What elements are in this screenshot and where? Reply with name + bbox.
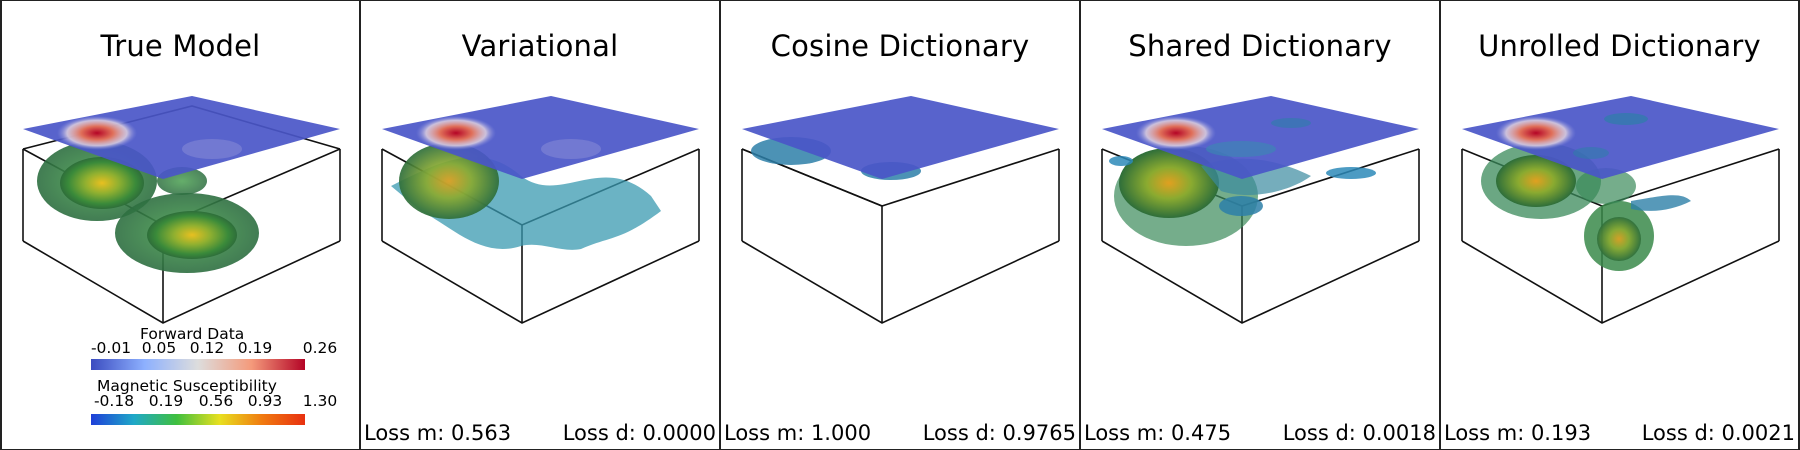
forward-colorbar [91,359,305,370]
loss-m-label: Loss m: 1.000 [724,421,872,445]
variational-3d-view [381,96,700,324]
loss-d-label: Loss d: 0.0000 [562,421,716,445]
panel-true-model: True Model Forward Data -0.01 0.05 0.12 … [0,0,360,450]
forward-colorbar-tick: 0.26 [302,339,338,357]
forward-colorbar-tick: 0.12 [189,339,225,357]
susceptibility-colorbar-label: Magnetic Susceptibility [97,377,277,395]
loss-d-label: Loss d: 0.0018 [1282,421,1436,445]
forward-colorbar-tick: -0.01 [90,339,132,357]
cosine-dictionary-3d-view [741,96,1060,324]
loss-m-label: Loss m: 0.475 [1084,421,1232,445]
true-model-3d-view [22,96,341,324]
susceptibility-colorbar-tick: 1.30 [302,392,338,410]
shared-dictionary-3d-view [1101,96,1420,324]
panel-title: Variational [461,29,619,63]
forward-colorbar-label: Forward Data [140,325,245,343]
susceptibility-colorbar-tick: 0.56 [198,392,234,410]
panel-title: Unrolled Dictionary [1478,29,1761,63]
panel-shared-dictionary: Shared Dictionary Loss m: 0.475 Loss d: … [1080,0,1440,450]
loss-m-label: Loss m: 0.563 [364,421,512,445]
panel-title: Cosine Dictionary [770,29,1030,63]
forward-colorbar-tick: 0.05 [141,339,177,357]
loss-d-label: Loss d: 0.9765 [922,421,1076,445]
loss-m-label: Loss m: 0.193 [1444,421,1592,445]
panel-variational: Variational Loss m: 0.563 Loss d: 0.0000 [360,0,720,450]
susceptibility-colorbar [91,414,305,425]
forward-colorbar-tick: 0.19 [237,339,273,357]
panel-unrolled-dictionary: Unrolled Dictionary Loss m: 0.193 Loss d… [1440,0,1800,450]
susceptibility-colorbar-tick: 0.93 [247,392,283,410]
susceptibility-colorbar-tick: -0.18 [93,392,135,410]
panel-title: True Model [100,29,261,63]
susceptibility-colorbar-tick: 0.19 [148,392,184,410]
loss-d-label: Loss d: 0.0021 [1641,421,1795,445]
panel-cosine-dictionary: Cosine Dictionary Loss m: 1.000 Loss d: … [720,0,1080,450]
panel-title: Shared Dictionary [1128,29,1392,63]
unrolled-dictionary-3d-view [1461,96,1780,324]
